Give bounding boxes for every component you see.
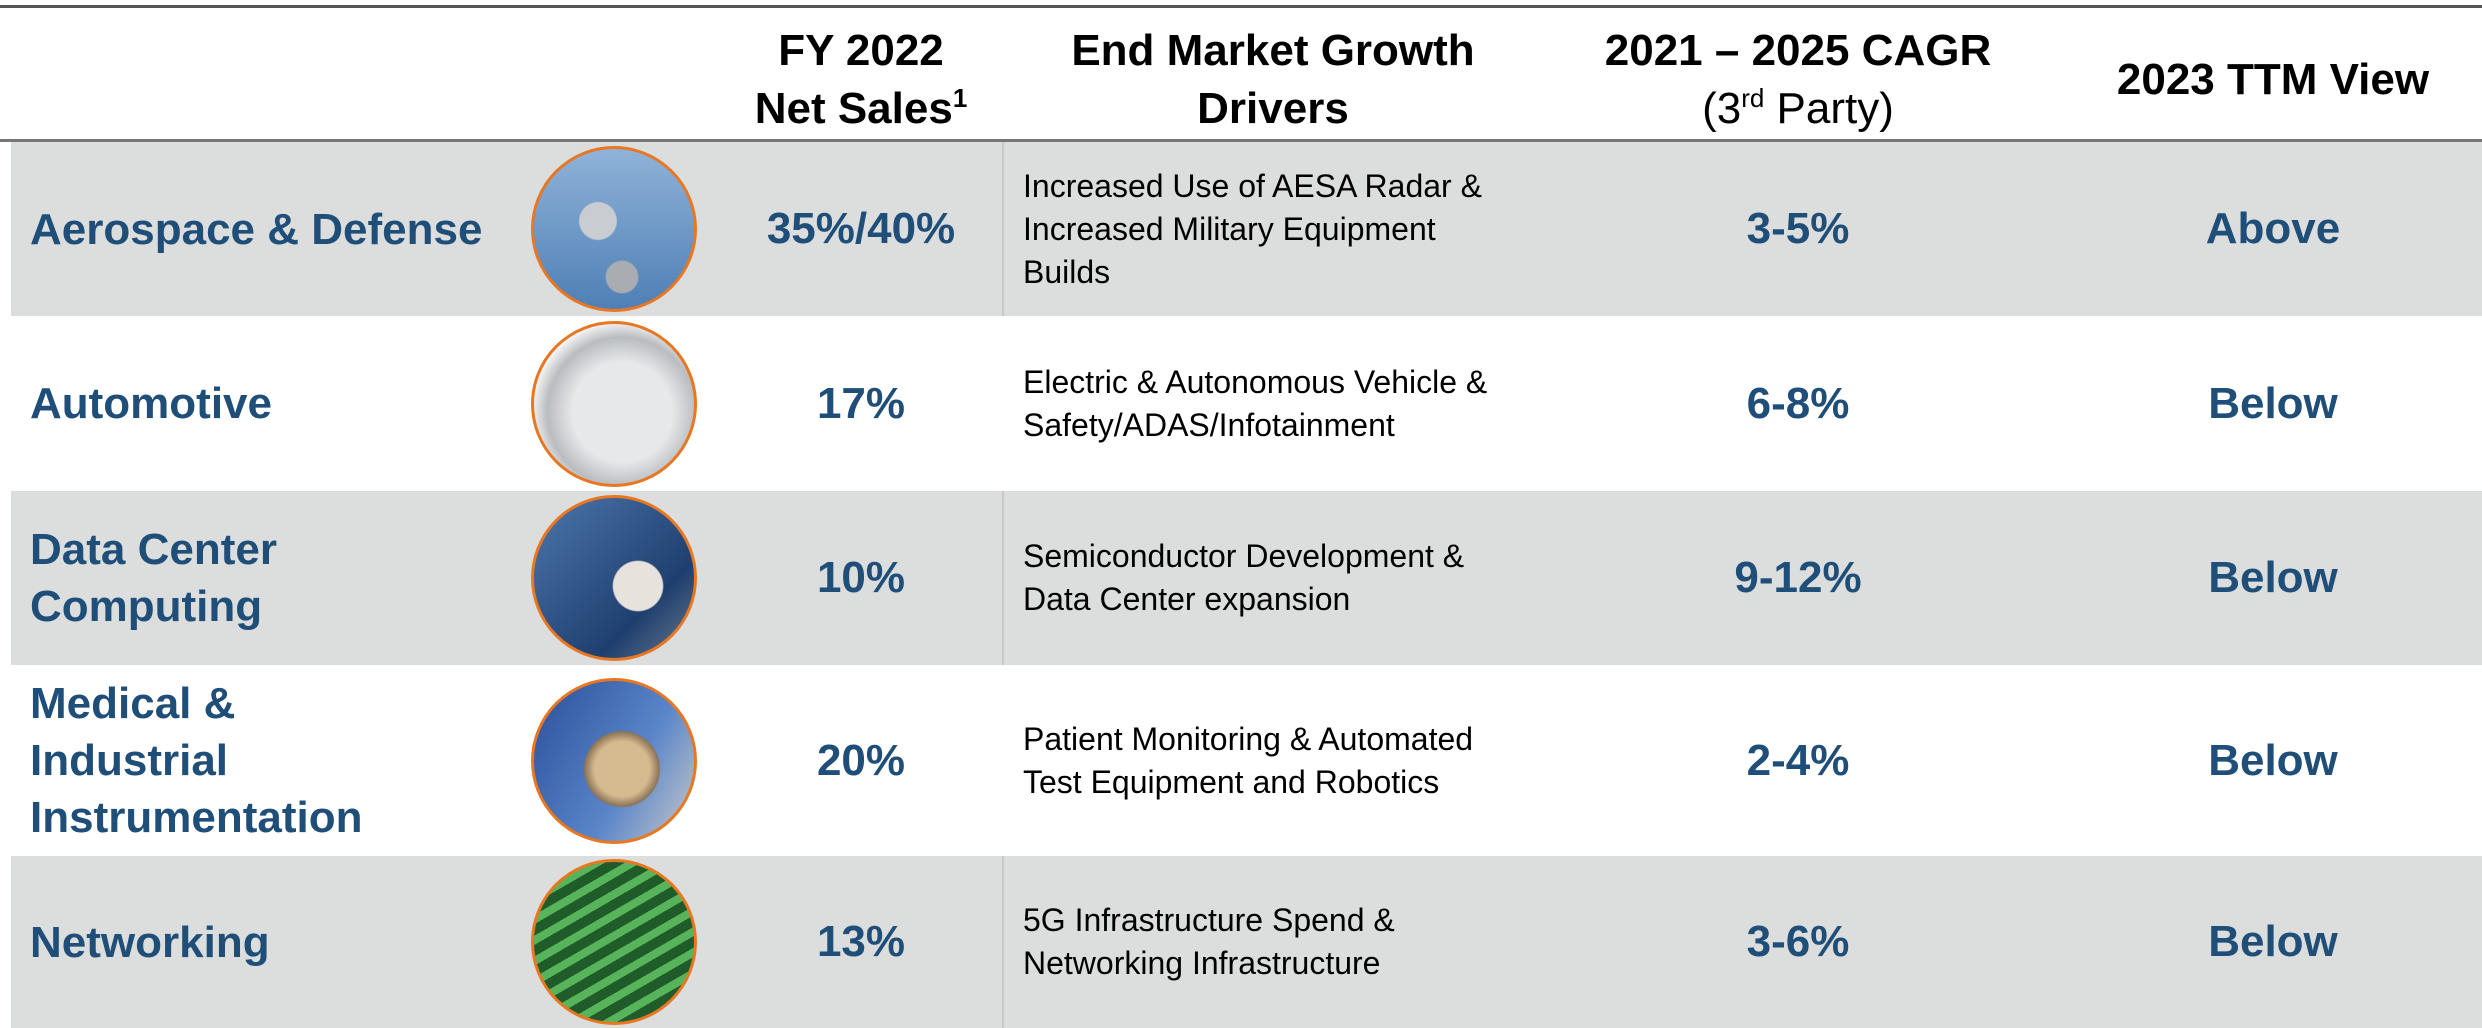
driver-line: Networking Infrastructure <box>1023 942 1583 985</box>
cagr: 9-12% <box>1598 491 1998 665</box>
segment-name: Networking <box>30 856 510 1028</box>
segment-image <box>531 146 697 312</box>
ttm-view: Below <box>2073 491 2473 665</box>
driver-line: Builds <box>1023 251 1583 294</box>
driver-line: Data Center expansion <box>1023 578 1583 621</box>
header-text: End Market Growth <box>1071 22 1474 80</box>
header-drivers: End Market Growth Drivers <box>1023 20 1523 139</box>
header-text: FY 2022 <box>778 22 944 80</box>
cagr: 6-8% <box>1598 316 1998 491</box>
header-text: Party) <box>1764 84 1894 133</box>
net-sales: 10% <box>711 491 1011 665</box>
segment-name: Aerospace & Defense <box>30 142 510 316</box>
segment-name: Automotive <box>30 316 510 491</box>
top-rule <box>0 5 2482 8</box>
segment-name-line: Data Center Computing <box>30 521 510 635</box>
segment-name-line: Medical & <box>30 675 510 732</box>
header-view: 2023 TTM View <box>2023 20 2482 139</box>
segment-name: Data Center Computing <box>30 491 510 665</box>
footnote-mark: 1 <box>953 83 967 113</box>
superscript: rd <box>1741 83 1764 113</box>
segment-name-line: Instrumentation <box>30 789 510 846</box>
growth-drivers: Semiconductor Development &Data Center e… <box>1023 491 1583 665</box>
ttm-view: Below <box>2073 856 2473 1028</box>
ttm-view: Below <box>2073 316 2473 491</box>
net-sales: 13% <box>711 856 1011 1028</box>
driver-line: Electric & Autonomous Vehicle & <box>1023 361 1583 404</box>
segment-image <box>531 678 697 844</box>
header-cagr: 2021 – 2025 CAGR (3rd Party) <box>1548 20 2048 139</box>
segment-image <box>531 495 697 661</box>
cagr: 2-4% <box>1598 665 1998 856</box>
header-text: (3rd Party) <box>1702 80 1894 138</box>
segment-name-line: Automotive <box>30 375 510 432</box>
net-sales: 20% <box>711 665 1011 856</box>
header-text: Net Sales1 <box>755 80 968 138</box>
segment-name-line: Industrial <box>30 732 510 789</box>
driver-line: 5G Infrastructure Spend & <box>1023 899 1583 942</box>
driver-line: Test Equipment and Robotics <box>1023 761 1583 804</box>
driver-line: Patient Monitoring & Automated <box>1023 718 1583 761</box>
header-text: Drivers <box>1197 80 1349 138</box>
header-text: Net Sales <box>755 84 953 133</box>
page: {"table": { "header": { "sales": {"line1… <box>0 0 2482 1028</box>
growth-drivers: 5G Infrastructure Spend &Networking Infr… <box>1023 856 1583 1028</box>
ttm-view: Above <box>2073 142 2473 316</box>
header-sales: FY 2022 Net Sales1 <box>711 20 1011 139</box>
growth-drivers: Electric & Autonomous Vehicle &Safety/AD… <box>1023 316 1583 491</box>
header-text: 2021 – 2025 CAGR <box>1605 22 1991 80</box>
ttm-view: Below <box>2073 665 2473 856</box>
cagr: 3-5% <box>1598 142 1998 316</box>
driver-line: Increased Military Equipment <box>1023 208 1583 251</box>
segment-name-line: Networking <box>30 914 510 971</box>
net-sales: 17% <box>711 316 1011 491</box>
driver-line: Safety/ADAS/Infotainment <box>1023 404 1583 447</box>
segment-name-line: Aerospace & Defense <box>30 201 510 258</box>
growth-drivers: Increased Use of AESA Radar &Increased M… <box>1023 142 1583 316</box>
driver-line: Increased Use of AESA Radar & <box>1023 165 1583 208</box>
net-sales: 35%/40% <box>711 142 1011 316</box>
driver-line: Semiconductor Development & <box>1023 535 1583 578</box>
header-text: (3 <box>1702 84 1741 133</box>
cagr: 3-6% <box>1598 856 1998 1028</box>
segment-image <box>531 321 697 487</box>
header-text: 2023 TTM View <box>2117 51 2429 109</box>
segment-image <box>531 859 697 1025</box>
